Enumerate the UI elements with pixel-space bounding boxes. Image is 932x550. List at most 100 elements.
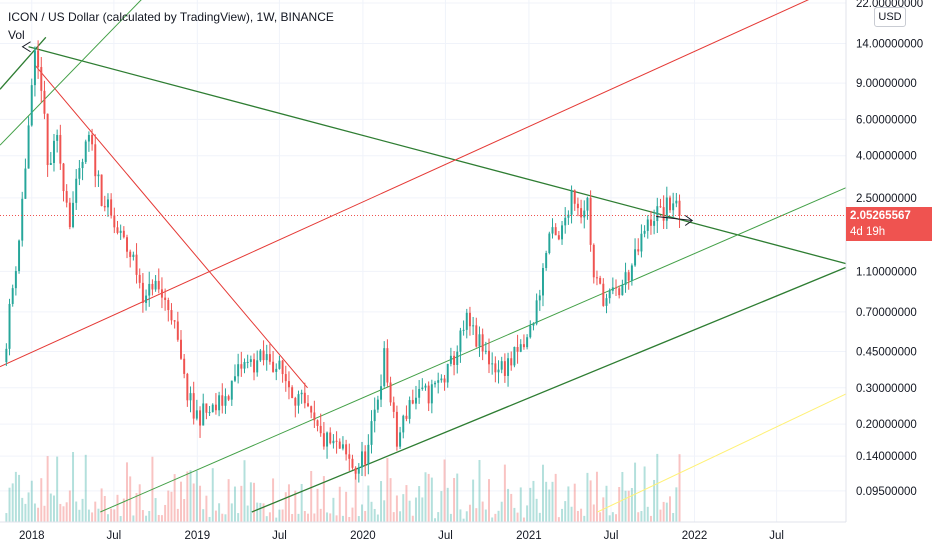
volume-bar bbox=[624, 490, 627, 522]
volume-bar bbox=[183, 499, 186, 522]
volume-bar bbox=[249, 482, 252, 522]
trendline-green[interactable] bbox=[251, 266, 847, 513]
volume-bar bbox=[75, 501, 78, 522]
volume-bar bbox=[338, 486, 341, 522]
candle-body bbox=[443, 378, 446, 383]
candle-body bbox=[478, 334, 481, 347]
price-tick-label: 1.10000000 bbox=[856, 266, 917, 278]
trendline-red[interactable] bbox=[34, 64, 308, 389]
candle-body bbox=[570, 190, 573, 215]
candle-body bbox=[383, 348, 386, 387]
volume-bar bbox=[500, 501, 503, 522]
volume-bar bbox=[265, 516, 268, 522]
candle-body bbox=[329, 432, 332, 444]
candle-body bbox=[500, 361, 503, 370]
volume-bar bbox=[14, 471, 17, 522]
volume-bar bbox=[68, 490, 71, 522]
candle-body bbox=[595, 277, 598, 279]
volume-bar bbox=[621, 471, 624, 522]
volume-bar bbox=[145, 515, 148, 522]
candle-body bbox=[599, 277, 602, 284]
candle-body bbox=[462, 329, 465, 331]
volume-bar bbox=[106, 514, 109, 522]
candle-body bbox=[65, 191, 68, 203]
candle-body bbox=[43, 90, 46, 114]
candle-body bbox=[14, 271, 17, 289]
time-tick-label: Jul bbox=[272, 530, 287, 542]
volume-indicator-label[interactable]: Vol bbox=[8, 28, 25, 42]
volume-bar bbox=[208, 516, 211, 522]
volume-bar bbox=[335, 515, 338, 522]
time-axis[interactable]: 2018 Jul 2019 Jul 2020 Jul 2021 Jul 2022 Jul bbox=[19, 530, 784, 542]
candle-body bbox=[494, 363, 497, 373]
candle-body bbox=[491, 363, 494, 365]
candle-body bbox=[402, 415, 405, 433]
price-axis[interactable]: 22.00000000 14.00000000 9.00000000 6.000000… bbox=[856, 0, 923, 498]
candle-body bbox=[84, 141, 87, 162]
volume-bar bbox=[453, 478, 456, 522]
candle-body bbox=[551, 227, 554, 234]
chart-title: ICON / US Dollar (calculated by TradingV… bbox=[8, 10, 334, 24]
volume-bar bbox=[564, 501, 567, 522]
volume-bar bbox=[519, 487, 522, 522]
candle-body bbox=[589, 197, 592, 245]
volume-bar bbox=[630, 488, 633, 522]
volume-bar bbox=[370, 501, 373, 522]
candle-body bbox=[126, 237, 128, 252]
candle-body bbox=[408, 400, 411, 419]
volume-bar bbox=[586, 472, 589, 522]
candle-body bbox=[138, 274, 141, 283]
candle-body bbox=[237, 364, 240, 377]
candle-body bbox=[357, 467, 360, 474]
volume-bar bbox=[592, 504, 595, 522]
volume-bar bbox=[348, 517, 351, 522]
volume-bar bbox=[278, 509, 281, 522]
volume-bar bbox=[618, 487, 621, 522]
volume-bar bbox=[49, 493, 52, 522]
volume-bar bbox=[341, 515, 344, 522]
volume-bar bbox=[310, 470, 313, 522]
volume-bar bbox=[199, 485, 202, 522]
volume-bar bbox=[173, 474, 176, 522]
candle-body bbox=[380, 386, 383, 400]
bar-countdown: 4d 19h bbox=[850, 225, 886, 238]
price-tick-label: 0.14000000 bbox=[856, 451, 917, 463]
volume-bar bbox=[392, 512, 395, 522]
candle-body bbox=[354, 467, 357, 474]
candle-body bbox=[637, 249, 640, 252]
candle-body bbox=[545, 253, 548, 269]
volume-bar bbox=[532, 480, 535, 522]
trendline-red[interactable] bbox=[0, 0, 818, 368]
volume-bar bbox=[160, 515, 163, 522]
candle-body bbox=[300, 392, 303, 395]
candle-body bbox=[335, 440, 338, 442]
time-tick-label: Jul bbox=[604, 530, 619, 542]
time-tick-label: 2022 bbox=[682, 530, 708, 542]
trendline-light-green[interactable] bbox=[0, 0, 142, 146]
volume-bar bbox=[380, 481, 383, 522]
candle-body bbox=[145, 295, 148, 303]
currency-unit-badge[interactable]: USD bbox=[874, 7, 906, 27]
volume-bar bbox=[443, 459, 446, 522]
candle-body bbox=[199, 410, 202, 426]
volume-bar bbox=[615, 514, 617, 522]
candle-body bbox=[541, 268, 544, 296]
candle-body bbox=[659, 206, 662, 208]
trendline-yellow[interactable] bbox=[597, 393, 847, 513]
volume-bar bbox=[259, 502, 262, 522]
time-tick-label: Jul bbox=[769, 530, 784, 542]
candle-body bbox=[132, 254, 135, 257]
volume-bar bbox=[611, 512, 614, 522]
price-tick-label: 0.09500000 bbox=[856, 486, 917, 498]
volume-bar bbox=[205, 495, 208, 522]
candle-body bbox=[253, 359, 256, 373]
volume-bar bbox=[256, 502, 259, 522]
candle-body bbox=[11, 288, 14, 304]
price-tick-label: 22.00000000 bbox=[856, 0, 923, 10]
candle-body bbox=[449, 355, 452, 364]
trendline-light-green[interactable] bbox=[100, 187, 847, 513]
trendline-green[interactable] bbox=[28, 46, 847, 265]
volume-bar bbox=[434, 518, 437, 522]
volume-bar bbox=[561, 508, 564, 522]
